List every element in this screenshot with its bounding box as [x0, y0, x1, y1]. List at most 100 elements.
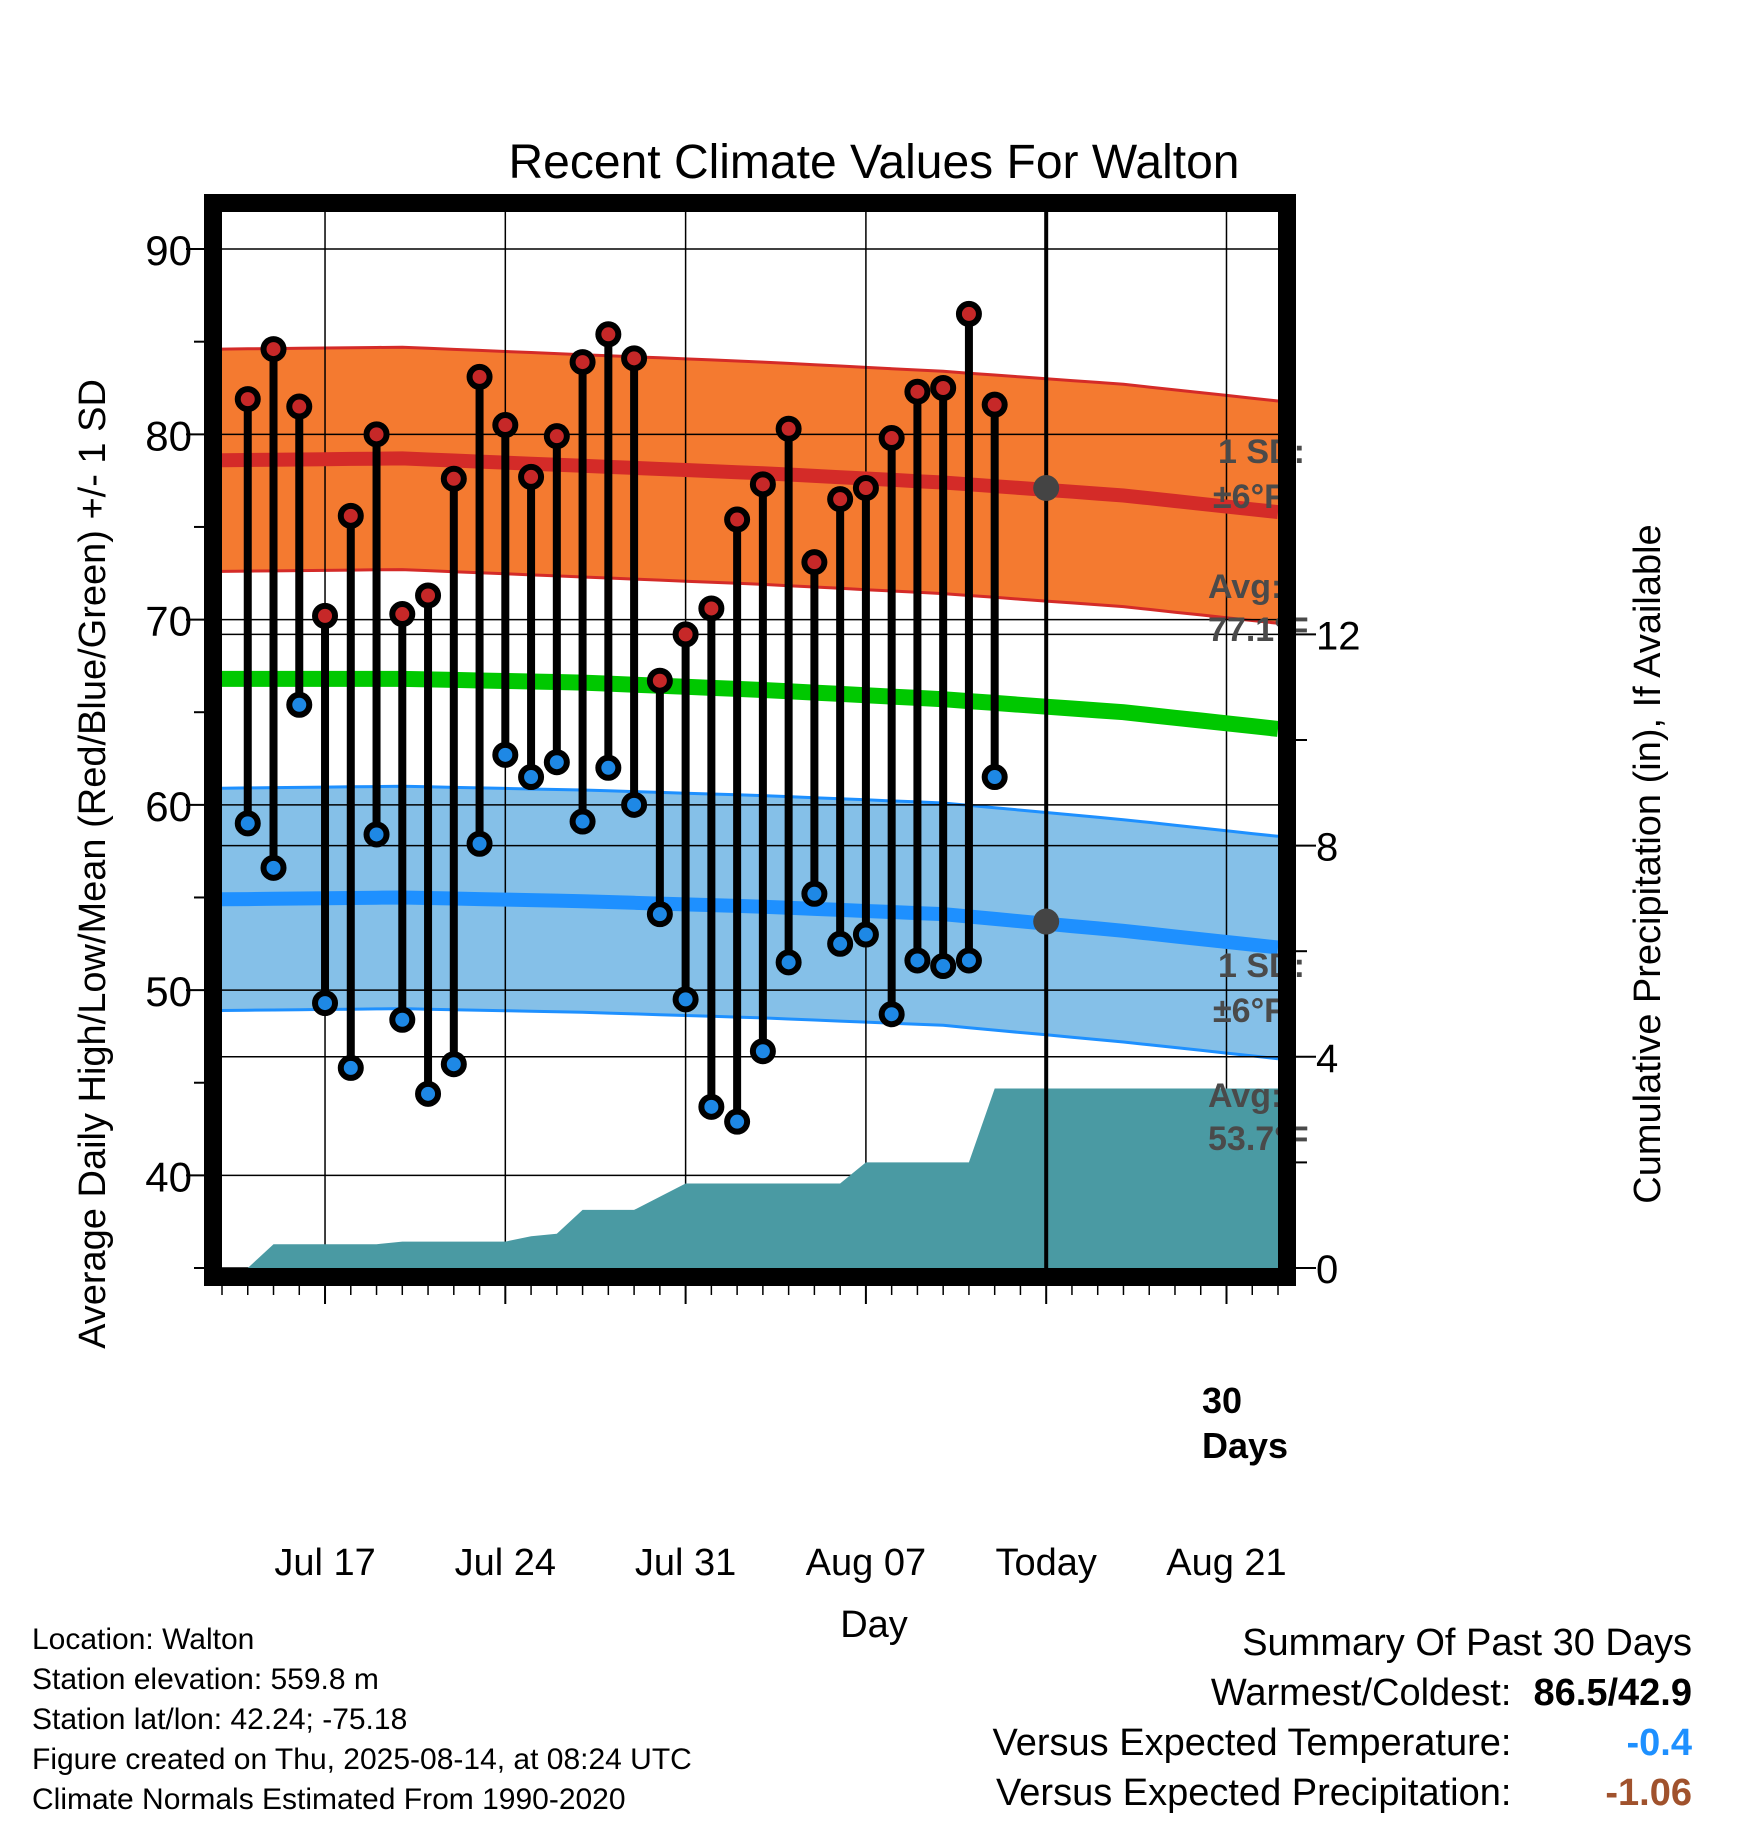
- temp-vs-expected-value: -0.4: [1626, 1722, 1692, 1764]
- daily-high-point: [724, 506, 751, 533]
- daily-low-point: [827, 930, 854, 957]
- daily-high-point: [621, 345, 648, 372]
- daily-low-point: [595, 754, 622, 781]
- daily-low-point: [286, 691, 313, 718]
- daily-high-point: [286, 393, 313, 420]
- y-tick-label: 70: [145, 598, 192, 645]
- chart-title: Recent Climate Values For Walton: [509, 136, 1240, 189]
- daily-high-point: [234, 386, 261, 413]
- daily-low-point: [518, 764, 545, 791]
- normals-text: Climate Normals Estimated From 1990-2020: [32, 1783, 626, 1816]
- daily-low-point: [389, 1006, 416, 1033]
- elevation-text: Station elevation: 559.8 m: [32, 1663, 379, 1696]
- daily-low-point: [955, 947, 982, 974]
- daily-low-point: [698, 1093, 725, 1120]
- daily-high-point: [466, 363, 493, 390]
- low-avg-label: Avg:: [1208, 1077, 1282, 1115]
- y-tick-label: 50: [145, 968, 192, 1015]
- high-avg-label: Avg:: [1208, 568, 1282, 606]
- daily-high-point: [260, 336, 287, 363]
- daily-low-point: [724, 1108, 751, 1135]
- daily-low-point: [543, 749, 570, 776]
- x-tick-label: Jul 31: [635, 1542, 736, 1584]
- latlon-text: Station lat/lon: 42.24; -75.18: [32, 1703, 408, 1736]
- precipitation-area: [222, 1088, 1278, 1268]
- daily-low-point: [466, 830, 493, 857]
- daily-low-point: [801, 880, 828, 907]
- warmest-value: 86.5/42.9: [1533, 1672, 1692, 1714]
- daily-high-point: [930, 375, 957, 401]
- daily-low-point: [569, 808, 596, 835]
- daily-low-point: [749, 1038, 776, 1065]
- summary-temp-row: Versus Expected Temperature: -0.4: [993, 1718, 1692, 1768]
- daily-low-point: [904, 947, 931, 974]
- today-high-avg-marker: [1033, 475, 1060, 502]
- summary-precip-row: Versus Expected Precipitation: -1.06: [993, 1768, 1692, 1818]
- normal-high-band-lower-edge: [221, 568, 1279, 625]
- location-text: Location: Walton: [32, 1623, 255, 1656]
- daily-low-point: [337, 1054, 364, 1081]
- daily-high-point: [569, 349, 596, 376]
- daily-high-point: [440, 465, 467, 492]
- y-tick-label: 60: [145, 783, 192, 830]
- daily-high-point: [363, 421, 390, 448]
- x-tick-label: Jul 17: [274, 1542, 375, 1584]
- y-axis-left-label: Average Daily High/Low/Mean (Red/Blue/Gr…: [72, 379, 114, 1349]
- y-tick-label: 90: [145, 227, 192, 274]
- daily-high-point: [827, 486, 854, 513]
- daily-high-point: [904, 378, 931, 405]
- daily-low-point: [312, 990, 339, 1017]
- daily-high-point: [878, 425, 905, 452]
- daily-high-point: [749, 471, 776, 498]
- daily-high-point: [981, 391, 1008, 418]
- x-axis-label: Day: [840, 1604, 908, 1646]
- daily-high-point: [415, 582, 442, 609]
- daily-high-point: [389, 601, 416, 628]
- low-sd-value: ±6°F: [1213, 992, 1285, 1030]
- normal-mean-line: [222, 670, 1279, 737]
- daily-low-point: [878, 1001, 905, 1028]
- y-tick-label: 80: [145, 412, 192, 459]
- y-tick-label: 40: [145, 1153, 192, 1200]
- summary-panel: Summary Of Past 30 Days Warmest/Coldest:…: [993, 1618, 1692, 1818]
- normal-high-band-upper-edge: [221, 345, 1279, 403]
- daily-low-point: [234, 810, 261, 837]
- daily-low-point: [260, 854, 287, 881]
- daily-low-point: [363, 821, 390, 848]
- station-info: Location: Walton Station elevation: 559.…: [32, 1620, 692, 1820]
- y2-tick-label: 12: [1316, 614, 1361, 658]
- x-tick-label: Aug 07: [806, 1542, 926, 1584]
- daily-low-point: [415, 1080, 442, 1107]
- days-count-number: 30: [1202, 1380, 1242, 1421]
- precip-vs-expected-value: -1.06: [1605, 1772, 1692, 1814]
- created-text: Figure created on Thu, 2025-08-14, at 08…: [32, 1743, 692, 1776]
- x-tick-label: Aug 21: [1166, 1542, 1286, 1584]
- summary-title: Summary Of Past 30 Days: [1242, 1622, 1692, 1664]
- normal-high-line: [221, 451, 1279, 520]
- daily-high-point: [801, 549, 828, 576]
- x-tick-label: Jul 24: [455, 1542, 556, 1584]
- y2-tick-label: 4: [1316, 1037, 1338, 1081]
- temp-vs-expected-label: Versus Expected Temperature:: [992, 1722, 1512, 1764]
- daily-low-point: [852, 921, 879, 948]
- daily-low-point: [492, 741, 519, 768]
- daily-high-point: [775, 415, 802, 442]
- x-tick-label: Today: [995, 1542, 1096, 1584]
- daily-high-point: [543, 423, 570, 450]
- daily-low-point: [775, 949, 802, 976]
- daily-low-point: [672, 986, 699, 1013]
- daily-high-point: [595, 321, 622, 348]
- daily-high-point: [492, 412, 519, 439]
- daily-high-point: [518, 463, 545, 490]
- normal-low-band-upper-edge: [221, 784, 1279, 838]
- daily-low-point: [646, 901, 673, 928]
- daily-high-point: [646, 667, 673, 694]
- y2-tick-label: 8: [1316, 826, 1338, 870]
- normal-low-line: [221, 890, 1279, 955]
- daily-high-point: [337, 502, 364, 529]
- daily-high-point: [698, 595, 725, 622]
- daily-low-point: [440, 1051, 467, 1078]
- plot-frame: [204, 194, 1296, 1286]
- days-count-word: Days: [1202, 1425, 1288, 1466]
- daily-high-point: [852, 475, 879, 502]
